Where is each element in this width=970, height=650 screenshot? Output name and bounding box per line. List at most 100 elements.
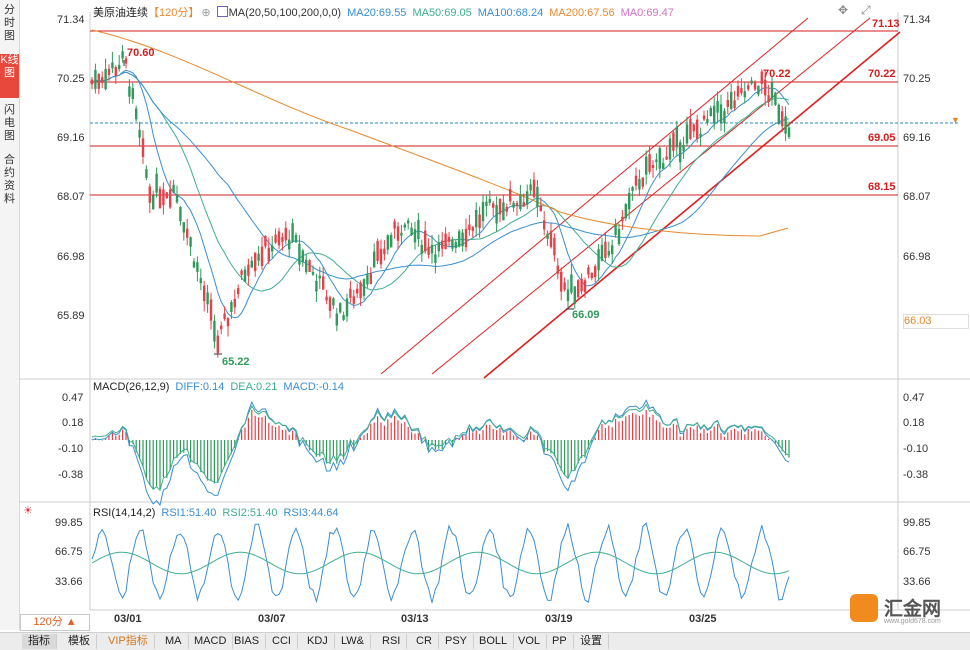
- candle-body: [288, 239, 291, 250]
- candle-body: [274, 234, 277, 243]
- y-tick-right: 70.25: [903, 73, 931, 85]
- channel-middle-line: [431, 17, 871, 375]
- zoom-icon[interactable]: ⊕: [201, 7, 211, 19]
- rsi3-value: RSI3:44.64: [283, 507, 339, 519]
- toolbar-psy[interactable]: PSY: [439, 634, 475, 649]
- period-selector[interactable]: 120分 ▲: [20, 614, 90, 631]
- low-annotation: 65.22: [222, 356, 250, 368]
- candle-body: [461, 232, 464, 247]
- candle-body: [655, 159, 658, 163]
- candle-body: [145, 169, 148, 178]
- candle-body: [539, 205, 542, 212]
- candle-body: [498, 199, 502, 215]
- candle-body: [543, 220, 546, 230]
- candle-body: [434, 254, 437, 263]
- candle-body: [430, 244, 434, 254]
- candle-body: [604, 241, 607, 258]
- toolbar-lw[interactable]: LW&: [335, 634, 372, 649]
- candle-body: [624, 204, 627, 219]
- candle-body: [566, 289, 570, 301]
- candle-body: [719, 104, 723, 123]
- candle-body: [549, 230, 553, 248]
- candle-body: [645, 156, 648, 175]
- macd-diff-line: [91, 399, 790, 507]
- candle-body: [373, 251, 376, 268]
- toolbar-pp[interactable]: PP: [546, 634, 574, 649]
- rsi-tick-right: 99.85: [903, 517, 931, 529]
- settings-gear-icon[interactable]: ☀: [23, 505, 33, 517]
- macd-tick-right: -0.38: [903, 469, 929, 481]
- candle-body: [158, 188, 162, 209]
- toolbar-macd[interactable]: MACD: [188, 634, 234, 649]
- y-tick-left: 66.98: [57, 251, 85, 263]
- ma20-line: [91, 69, 790, 319]
- candle-body: [155, 173, 158, 193]
- toolbar-cci[interactable]: CCI: [266, 634, 298, 649]
- candle-body: [114, 66, 117, 76]
- expand-icon[interactable]: ⤢: [861, 3, 871, 17]
- toolbar-kdj[interactable]: KDJ: [301, 634, 335, 649]
- candle-body: [736, 86, 740, 97]
- candle-body: [349, 288, 352, 299]
- candle-body: [502, 202, 505, 221]
- rsi2-line: [91, 551, 790, 575]
- candle-body: [420, 244, 423, 254]
- toolbar-cr[interactable]: CR: [410, 634, 439, 649]
- candle-body: [777, 104, 780, 124]
- dropdown-arrow-icon[interactable]: ▼: [951, 115, 960, 125]
- candle-body: [583, 280, 587, 293]
- indicator-edit-icon[interactable]: [216, 6, 228, 17]
- toolbar-rsi[interactable]: RSI: [376, 634, 408, 649]
- candle-body: [556, 265, 559, 274]
- toolbar-vol[interactable]: VOL: [512, 634, 548, 649]
- resistance-label: 71.13: [872, 18, 900, 30]
- x-tick: 03/19: [545, 613, 573, 625]
- tab-flash-chart[interactable]: 闪电图: [4, 104, 15, 142]
- move-icon[interactable]: ✥: [838, 3, 849, 17]
- candle-body: [424, 230, 427, 252]
- candle-body: [716, 100, 719, 113]
- period-tag[interactable]: 【120分】: [148, 7, 200, 19]
- candle-body: [767, 95, 770, 103]
- rsi1-value: RSI1:51.40: [161, 507, 217, 519]
- side-tab-bar: 分时图 K线图 闪电图 合约资料: [0, 0, 20, 630]
- tab-kline[interactable]: K线图: [0, 54, 19, 98]
- candle-body: [118, 64, 121, 70]
- candle-body: [658, 148, 661, 169]
- candle-body: [298, 243, 301, 265]
- candle-body: [458, 231, 461, 247]
- support-label: 69.05: [868, 132, 896, 144]
- toolbar-templates[interactable]: 模板: [62, 634, 97, 649]
- candle-body: [206, 292, 209, 305]
- candle-body: [740, 87, 743, 94]
- toolbar-settings[interactable]: 设置: [574, 634, 609, 649]
- toolbar-bias[interactable]: BIAS: [228, 634, 267, 649]
- toolbar-boll[interactable]: BOLL: [473, 634, 515, 649]
- ma200-line: [91, 29, 789, 237]
- candle-body: [240, 270, 243, 275]
- ma50-value: MA50:69.05: [412, 7, 472, 19]
- macd-dea-line: [91, 403, 790, 492]
- candle-body: [757, 85, 760, 95]
- candle-body: [230, 302, 233, 312]
- candle-body: [359, 282, 362, 299]
- chart-canvas[interactable]: [0, 0, 970, 632]
- candle-body: [709, 107, 712, 117]
- tab-timeshare[interactable]: 分时图: [4, 4, 15, 42]
- candle-body: [237, 288, 240, 295]
- candle-body: [243, 269, 247, 282]
- candle-body: [203, 285, 206, 302]
- toolbar-vip-indicators[interactable]: VIP指标: [102, 634, 155, 649]
- candle-body: [451, 239, 454, 249]
- candle-body: [182, 222, 185, 233]
- candle-body: [706, 118, 709, 123]
- toolbar-ma[interactable]: MA: [159, 634, 189, 649]
- candle-body: [573, 286, 576, 304]
- candle-body: [413, 229, 417, 243]
- tab-contract-info[interactable]: 合约资料: [4, 154, 15, 205]
- toolbar-indicators[interactable]: 指标: [22, 634, 57, 649]
- macd-legend: MACD(26,12,9) DIFF:0.14 DEA:0.21 MACD:-0.14: [93, 381, 350, 393]
- gold678-logo: 汇金网 www.gold678.com: [850, 590, 968, 628]
- candle-body: [509, 188, 512, 202]
- macd-title: MACD(26,12,9): [93, 381, 170, 393]
